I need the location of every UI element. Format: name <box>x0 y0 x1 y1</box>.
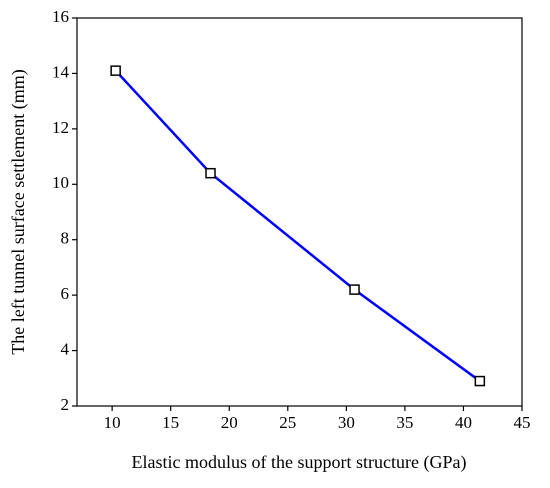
y-tick-label: 16 <box>52 7 69 26</box>
y-tick-label: 8 <box>61 229 70 248</box>
x-tick-label: 30 <box>338 413 355 432</box>
y-tick-label: 4 <box>61 339 70 358</box>
y-tick-label: 6 <box>61 284 70 303</box>
marker <box>474 375 486 387</box>
x-tick-label: 45 <box>514 413 531 432</box>
x-tick-label: 20 <box>221 413 238 432</box>
x-tick-label: 25 <box>279 413 296 432</box>
y-tick-label: 12 <box>52 118 69 137</box>
marker <box>349 284 360 295</box>
x-tick-label: 15 <box>162 413 179 432</box>
marker <box>110 65 121 76</box>
y-axis-title: The left tunnel surface settlement (mm) <box>8 69 29 354</box>
y-tick-label: 14 <box>52 62 70 81</box>
x-tick-label: 10 <box>104 413 121 432</box>
x-tick-label: 40 <box>455 413 472 432</box>
plot-frame <box>76 17 523 407</box>
x-tick-label: 35 <box>396 413 413 432</box>
y-tick-label: 10 <box>52 173 69 192</box>
line <box>114 69 481 383</box>
x-axis-title: Elastic modulus of the support structure… <box>132 452 467 473</box>
marker <box>205 167 216 179</box>
y-tick-label: 2 <box>61 395 70 414</box>
